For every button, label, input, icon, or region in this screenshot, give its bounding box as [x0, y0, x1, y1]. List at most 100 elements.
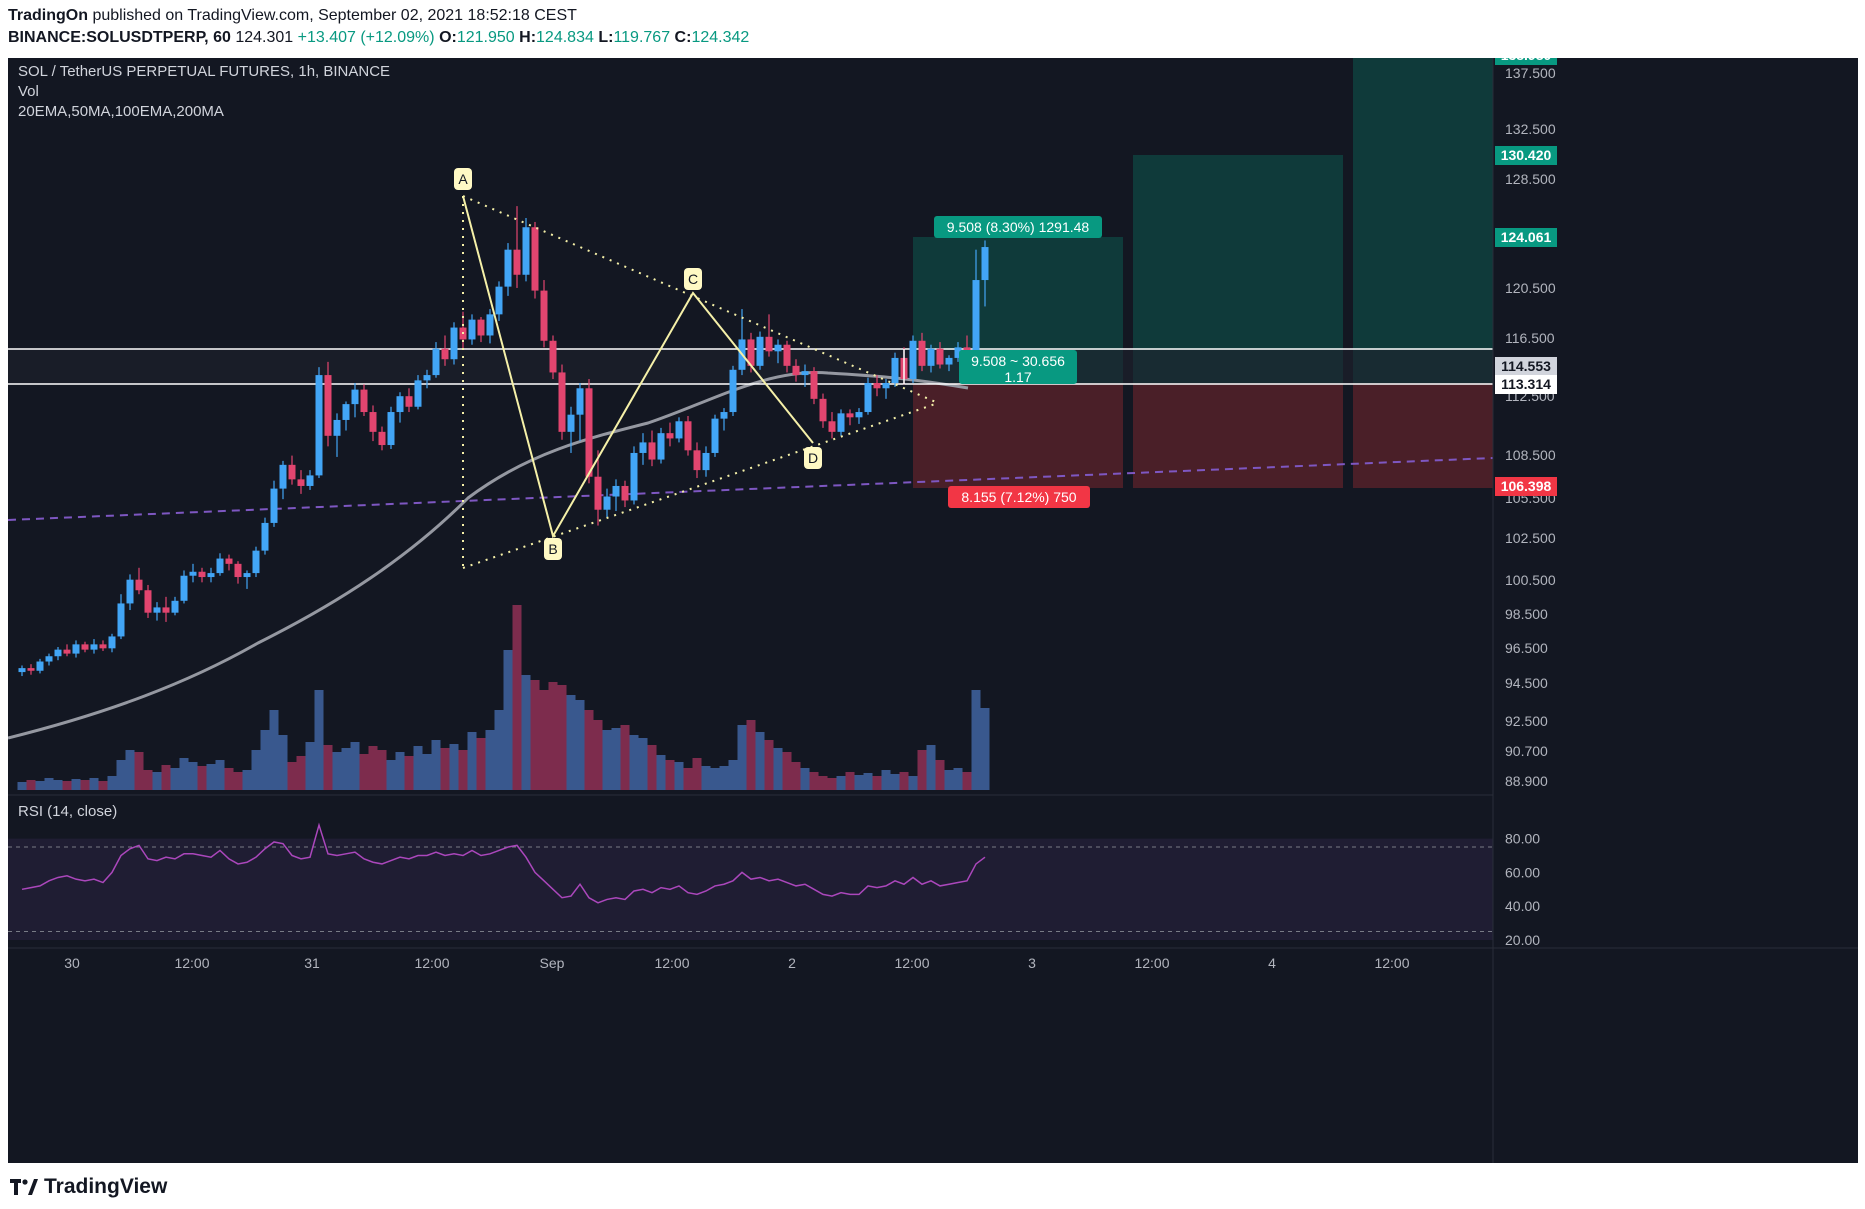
abcd-pattern: A B C D [454, 168, 939, 569]
candle-body [360, 389, 368, 413]
publisher-name[interactable]: TradingOn [8, 7, 88, 24]
volume-bar [773, 748, 783, 790]
pattern-point-badge [684, 268, 702, 290]
volume-bar [341, 748, 351, 790]
candle-body [207, 573, 215, 578]
volume-bar [161, 765, 171, 790]
candle-body [126, 579, 134, 604]
volume-bar [422, 754, 432, 790]
candle-body [522, 227, 530, 275]
price-tick: 128.500 [1505, 171, 1556, 187]
volume-bar [638, 738, 648, 790]
candle-body [153, 607, 161, 613]
candle-body [864, 383, 872, 413]
volume-bar [512, 605, 522, 790]
volume-bar [701, 766, 711, 790]
time-tick: 31 [304, 955, 320, 971]
volume-bar [188, 762, 198, 790]
volume-bar [782, 752, 792, 790]
volume-bar [683, 768, 693, 790]
candle-body [189, 571, 197, 576]
time-tick: 12:00 [654, 955, 689, 971]
volume-bar [566, 695, 576, 790]
volume-bar [80, 780, 90, 790]
volume-bar [278, 735, 288, 790]
volume-bar [503, 650, 513, 790]
volume-bar [755, 732, 765, 790]
candle-body [585, 388, 593, 477]
volume-bar [242, 770, 252, 790]
target-zone-3 [1353, 53, 1493, 383]
candle-body [117, 603, 125, 637]
volume-bar [980, 708, 990, 790]
volume-bar [674, 762, 684, 790]
rsi-pane [8, 794, 1858, 940]
rsi-tick: 20.00 [1505, 932, 1540, 948]
volume-bar [764, 740, 774, 790]
volume-bar [395, 752, 405, 790]
candle-body [720, 412, 728, 419]
volume-bar [557, 685, 567, 790]
volume-bar [134, 752, 144, 790]
volume-bar [926, 745, 936, 790]
candle-body [45, 656, 53, 662]
volume-bar [251, 750, 261, 790]
price-change: +13.407 (+12.09%) [297, 29, 435, 46]
volume-bar [494, 710, 504, 790]
volume-bar [908, 776, 918, 790]
volume-bar [62, 781, 72, 790]
volume-bar [593, 720, 603, 790]
volume-bar [935, 760, 945, 790]
volume-bar [476, 738, 486, 790]
volume-bar [377, 750, 387, 790]
candle-body [378, 431, 386, 446]
candle-body [666, 433, 674, 439]
candle-body [756, 336, 764, 366]
close-label: C: [674, 29, 692, 46]
stop-label: 8.155 (7.12%) 750 [948, 486, 1090, 508]
price-tick: 94.500 [1505, 675, 1548, 691]
candle-body [252, 550, 260, 574]
candle-body [549, 340, 557, 373]
ratio-label-bg [959, 350, 1077, 384]
price-tick: 132.500 [1505, 121, 1556, 137]
candle-body [873, 383, 881, 389]
symbol-ohlc-line: BINANCE:SOLUSDTPERP, 60 124.301 +13.407 … [8, 29, 749, 47]
chart-canvas[interactable]: A B C D 9.508 (8.30%) 1291.48 9.508 ~ 30.656… [7, 46, 1858, 1163]
volume-bar [125, 750, 135, 790]
candle-body [405, 396, 413, 407]
volume-bar [809, 772, 819, 790]
publish-header: TradingOn published on TradingView.com, … [0, 0, 1865, 58]
candle-body [225, 558, 233, 564]
candle-body [342, 404, 350, 420]
time-tick: Sep [540, 955, 565, 971]
stop-zone-3 [1353, 383, 1493, 488]
low-value: 119.767 [613, 29, 671, 46]
volume-bar [611, 728, 621, 790]
volume-bar [224, 768, 234, 790]
price-tick: 96.500 [1505, 640, 1548, 656]
candle-body [270, 488, 278, 523]
chart-area[interactable]: A B C D 9.508 (8.30%) 1291.48 9.508 ~ 30.656… [7, 46, 1858, 1163]
volume-bar [116, 760, 126, 790]
volume-bar [431, 740, 441, 790]
volume-bar [944, 770, 954, 790]
volume-bar [107, 776, 117, 790]
candle-body [801, 371, 809, 376]
candle-body [540, 290, 548, 341]
candle-body [954, 347, 962, 358]
candle-body [918, 340, 926, 366]
tradingview-logo[interactable]: TradingView [10, 1175, 167, 1199]
candle-body [693, 450, 701, 471]
footer-bar: TradingView [0, 1163, 1865, 1209]
volume-bar [692, 758, 702, 790]
volume-bar [332, 752, 342, 790]
volume-bar [530, 680, 540, 790]
volume-bar [143, 770, 153, 790]
candle-body [81, 644, 89, 650]
volume-bar [620, 725, 630, 790]
candle-body [792, 365, 800, 376]
rsi-tick: 60.00 [1505, 864, 1540, 880]
high-value: 124.834 [536, 29, 594, 46]
